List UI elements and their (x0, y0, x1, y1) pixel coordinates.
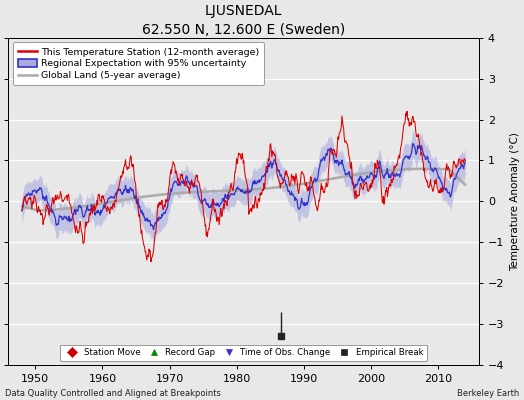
Text: Data Quality Controlled and Aligned at Breakpoints: Data Quality Controlled and Aligned at B… (5, 389, 221, 398)
Legend: Station Move, Record Gap, Time of Obs. Change, Empirical Break: Station Move, Record Gap, Time of Obs. C… (60, 345, 427, 360)
Title: LJUSNEDAL
62.550 N, 12.600 E (Sweden): LJUSNEDAL 62.550 N, 12.600 E (Sweden) (142, 4, 345, 36)
Text: Berkeley Earth: Berkeley Earth (456, 389, 519, 398)
Y-axis label: Temperature Anomaly (°C): Temperature Anomaly (°C) (510, 132, 520, 271)
